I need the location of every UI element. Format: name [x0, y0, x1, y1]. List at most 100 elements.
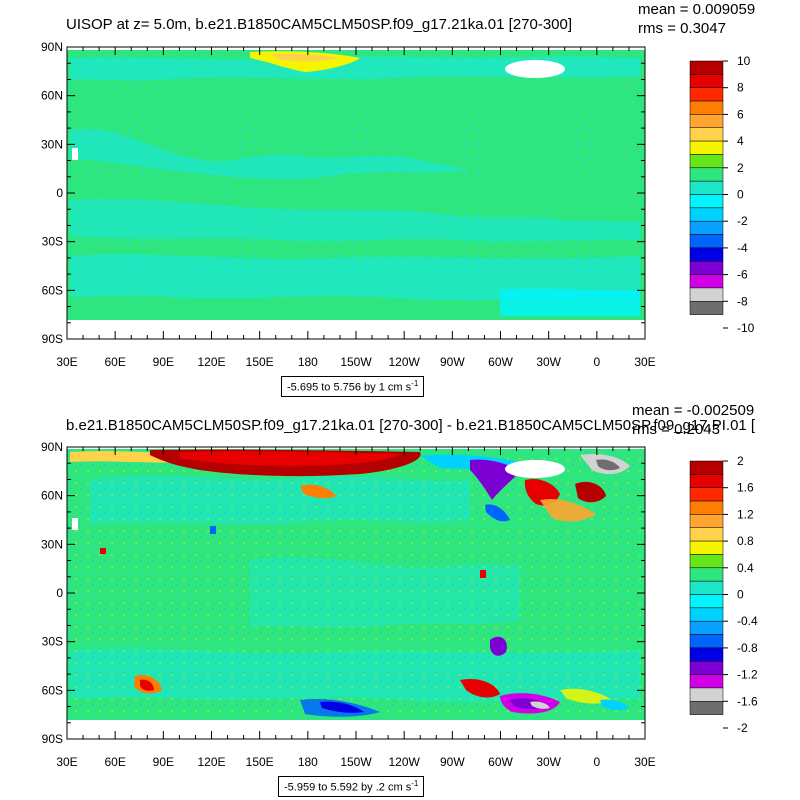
- colorbar-label: -10: [737, 321, 755, 335]
- panel-1-colorbar: 10 8 6 4 2 0 -2 -4 -6 -8 -10: [689, 54, 755, 335]
- x-tick-label: 90W: [440, 355, 465, 369]
- panel-2-x-ticks: 30E 60E 90E 120E 150E 180 150W 120W 90W 60W 30W 0 30…: [56, 447, 656, 769]
- colorbar-label: -1.6: [737, 694, 758, 708]
- colorbar-box: [689, 287, 724, 302]
- colorbar-box: [689, 527, 724, 542]
- x-tick-label: 60E: [104, 755, 125, 769]
- y-tick-label: 30S: [42, 235, 63, 249]
- y-tick-label: 90S: [42, 732, 63, 746]
- panel-2-colorbar: 2 1.6 1.2 0.8 0.4 0 -0.4 -0.8 -1.2 -1.6 -2: [689, 454, 758, 735]
- panel-2-units-exponent: -1: [411, 779, 419, 788]
- colorbar-box: [689, 460, 724, 475]
- colorbar-box: [689, 500, 724, 515]
- colorbar-box: [689, 261, 724, 275]
- y-tick-label: 0: [56, 586, 63, 600]
- colorbar-label: -2: [737, 721, 748, 735]
- colorbar-box: [689, 220, 724, 235]
- panel-1-range-box: -5.695 to 5.756 by 1 cm s-1: [281, 376, 425, 397]
- colorbar-box: [689, 74, 724, 88]
- colorbar-box: [689, 634, 724, 649]
- x-tick-label: 120E: [197, 355, 225, 369]
- panel-1-map: [67, 47, 645, 339]
- y-tick-label: 30S: [42, 635, 63, 649]
- x-tick-label: 90W: [440, 755, 465, 769]
- x-tick-label: 90E: [153, 355, 174, 369]
- panel-2-units: cm s: [387, 781, 412, 794]
- colorbar-box: [689, 554, 724, 569]
- x-tick-label: 120W: [388, 755, 420, 769]
- panel-1-rms: rms = 0.3047: [638, 20, 726, 37]
- y-tick-label: 90N: [41, 440, 63, 454]
- x-tick-label: 0: [593, 755, 600, 769]
- colorbar-box: [689, 474, 724, 488]
- y-tick-label: 30N: [41, 537, 63, 551]
- colorbar-label: -2: [737, 214, 748, 228]
- panel-2-map: [67, 447, 645, 739]
- panel-1-x-ticks: 30E 60E 90E 120E 150E 180 150W 120W 90W 60W 30W 0 30…: [56, 47, 656, 369]
- colorbar-label: 0: [737, 188, 744, 202]
- x-tick-label: 30E: [634, 355, 655, 369]
- y-tick-label: 90N: [41, 40, 63, 54]
- panel-1-units: cm s: [387, 381, 412, 394]
- colorbar-label: 1.2: [737, 507, 754, 521]
- panel-1-units-exponent: -1: [411, 379, 419, 388]
- colorbar-box: [689, 514, 724, 529]
- colorbar-box: [689, 140, 724, 155]
- colorbar-box: [689, 247, 724, 262]
- colorbar-box: [689, 180, 724, 195]
- x-tick-label: 30E: [56, 755, 77, 769]
- colorbar-label: 0.8: [737, 534, 754, 548]
- colorbar-box: [689, 234, 724, 249]
- x-tick-label: 30E: [56, 355, 77, 369]
- x-tick-label: 120W: [388, 355, 420, 369]
- colorbar-box: [689, 661, 724, 675]
- panel-1: UISOP at z= 5.0m, b.e21.B1850CAM5CLM50SP…: [41, 1, 755, 369]
- colorbar-box: [689, 207, 724, 222]
- x-tick-label: 120E: [197, 755, 225, 769]
- colorbar-box: [689, 594, 724, 609]
- colorbar-label: 2: [737, 161, 744, 175]
- panel-1-y-ticks: 90N 60N 30N 0 30S 60S 90S: [41, 40, 645, 346]
- colorbar-box: [689, 114, 724, 129]
- x-tick-label: 150W: [340, 755, 372, 769]
- panel-2-range-label: -5.959 to 5.592 by .2: [284, 781, 385, 794]
- colorbar-box: [689, 607, 724, 622]
- colorbar-label: -6: [737, 268, 748, 282]
- x-tick-label: 30E: [634, 755, 655, 769]
- colorbar-box: [689, 100, 724, 115]
- colorbar-box: [689, 60, 724, 75]
- colorbar-box: [689, 274, 724, 289]
- x-tick-label: 60E: [104, 355, 125, 369]
- y-tick-label: 60N: [41, 89, 63, 103]
- colorbar-box: [689, 127, 724, 142]
- colorbar-box: [689, 194, 724, 209]
- colorbar-box: [689, 580, 724, 595]
- y-tick-label: 60S: [42, 683, 63, 697]
- colorbar-box: [689, 674, 724, 689]
- colorbar-label: 0: [737, 588, 744, 602]
- colorbar-box: [689, 647, 724, 662]
- x-tick-label: 90E: [153, 755, 174, 769]
- colorbar-box: [689, 540, 724, 555]
- panel-1-mean: mean = 0.009059: [638, 1, 755, 18]
- colorbar-label: -4: [737, 241, 748, 255]
- y-tick-label: 0: [56, 186, 63, 200]
- x-tick-label: 60W: [488, 355, 513, 369]
- colorbar-box: [689, 167, 724, 182]
- y-tick-label: 30N: [41, 137, 63, 151]
- x-tick-label: 150W: [340, 355, 372, 369]
- colorbar-label: 4: [737, 134, 744, 148]
- colorbar-label: -0.8: [737, 641, 758, 655]
- x-tick-label: 60W: [488, 755, 513, 769]
- panel-2-title: b.e21.B1850CAM5CLM50SP.f09_g17.21ka.01 […: [66, 417, 756, 434]
- colorbar-box: [689, 154, 724, 169]
- y-tick-label: 60N: [41, 489, 63, 503]
- x-tick-label: 180: [298, 755, 318, 769]
- x-tick-label: 30W: [536, 755, 561, 769]
- x-tick-label: 30W: [536, 355, 561, 369]
- colorbar-box: [689, 87, 724, 102]
- colorbar-label: 1.6: [737, 481, 754, 495]
- panel-1-range-label: -5.695 to 5.756 by 1: [287, 381, 385, 394]
- panel-2-mean: mean = -0.002509: [632, 402, 754, 419]
